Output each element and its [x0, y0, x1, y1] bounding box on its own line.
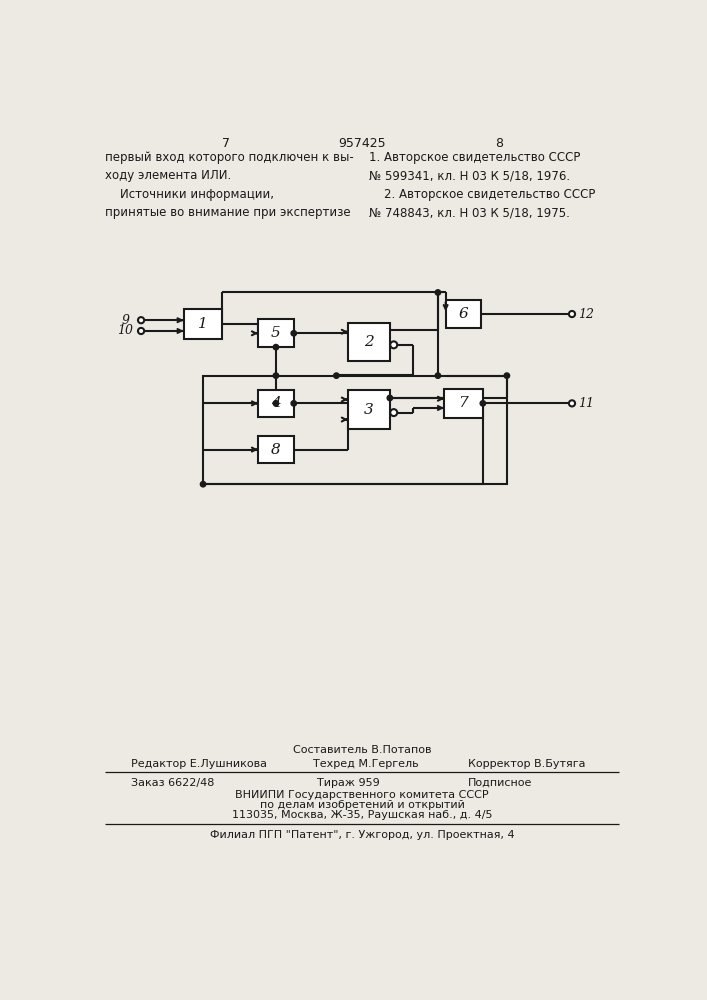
Text: 10: 10	[117, 324, 134, 337]
Circle shape	[138, 328, 144, 334]
Bar	[444, 389, 483, 418]
Circle shape	[569, 400, 575, 406]
Text: 7: 7	[221, 137, 230, 150]
Circle shape	[390, 409, 397, 416]
Circle shape	[273, 373, 279, 378]
Text: 4: 4	[271, 396, 281, 410]
Circle shape	[200, 482, 206, 487]
Circle shape	[291, 331, 296, 336]
Bar	[203, 376, 507, 484]
Text: 5: 5	[271, 326, 281, 340]
Bar	[348, 323, 390, 361]
Circle shape	[138, 317, 144, 323]
Text: Подписное: Подписное	[468, 778, 532, 788]
Text: первый вход которого подключен к вы-
ходу элемента ИЛИ.
    Источники информации: первый вход которого подключен к вы- ход…	[105, 151, 354, 219]
Text: 8: 8	[495, 137, 503, 150]
Circle shape	[390, 341, 397, 348]
Text: Составитель В.Потапов: Составитель В.Потапов	[293, 745, 431, 755]
Text: Заказ 6622/48: Заказ 6622/48	[131, 778, 214, 788]
Text: 9: 9	[122, 314, 129, 327]
Bar	[258, 389, 293, 417]
Text: 1: 1	[198, 317, 208, 331]
Text: 113035, Москва, Ж-35, Раушская наб., д. 4/5: 113035, Москва, Ж-35, Раушская наб., д. …	[232, 810, 492, 820]
Text: Филиал ПГП "Патент", г. Ужгород, ул. Проектная, 4: Филиал ПГП "Патент", г. Ужгород, ул. Про…	[210, 830, 514, 840]
Bar	[258, 436, 293, 463]
Circle shape	[569, 311, 575, 317]
Circle shape	[387, 395, 392, 401]
Circle shape	[334, 373, 339, 378]
Text: ВНИИПИ Государственного комитета СССР: ВНИИПИ Государственного комитета СССР	[235, 790, 489, 800]
Text: 2: 2	[364, 335, 374, 349]
Text: Тираж 959: Тираж 959	[317, 778, 380, 788]
Circle shape	[480, 401, 486, 406]
Bar	[258, 319, 293, 347]
Text: 8: 8	[271, 443, 281, 457]
Text: 11: 11	[578, 397, 594, 410]
Text: 7: 7	[459, 396, 468, 410]
Bar	[184, 309, 223, 339]
Text: Корректор В.Бутяга: Корректор В.Бутяга	[468, 759, 585, 769]
Circle shape	[436, 290, 440, 295]
Text: Редактор Е.Лушникова: Редактор Е.Лушникова	[131, 759, 267, 769]
Text: 1. Авторское свидетельство СССР
№ 599341, кл. Н 03 К 5/18, 1976.
    2. Авторско: 1. Авторское свидетельство СССР № 599341…	[369, 151, 595, 219]
Circle shape	[273, 401, 279, 406]
Text: 6: 6	[459, 307, 468, 321]
Circle shape	[504, 373, 510, 378]
Circle shape	[291, 401, 296, 406]
Text: 957425: 957425	[338, 137, 386, 150]
Bar	[445, 300, 481, 328]
Text: Техред М.Гергель: Техред М.Гергель	[313, 759, 419, 769]
Bar	[348, 390, 390, 429]
Text: 3: 3	[364, 403, 374, 417]
Text: 12: 12	[578, 308, 594, 321]
Text: по делам изобретений и открытий: по делам изобретений и открытий	[259, 800, 464, 810]
Circle shape	[273, 344, 279, 350]
Circle shape	[436, 373, 440, 378]
